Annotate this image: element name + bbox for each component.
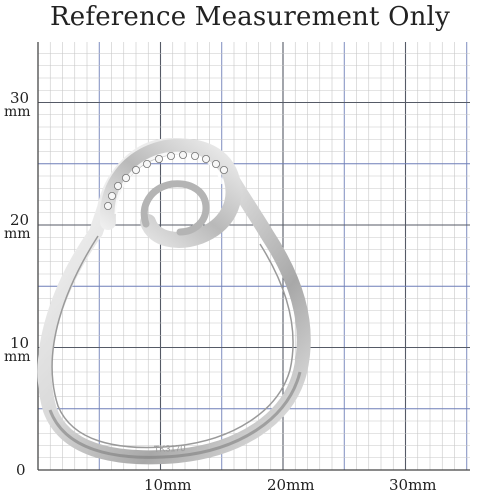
- x-tick-20mm: 20mm: [267, 476, 315, 494]
- gem-stone: [190, 151, 199, 160]
- y-tick-10-unit: mm: [4, 349, 31, 365]
- gem-stone: [122, 173, 131, 182]
- ring-illustration: TK3170: [37, 138, 311, 465]
- y-tick-20-unit: mm: [4, 226, 31, 242]
- ring-swirl-outer: [99, 138, 242, 248]
- gem-stone: [166, 151, 175, 160]
- y-axis-labels: 30 mm 20 mm 10 mm 0: [4, 89, 31, 479]
- gem-stone: [178, 150, 187, 159]
- gem-stone: [219, 165, 228, 174]
- gem-stone: [201, 154, 210, 163]
- y-tick-30-value: 30: [10, 89, 29, 107]
- x-tick-10mm: 10mm: [144, 476, 192, 494]
- x-axis-labels: 10mm 20mm 30mm: [144, 476, 437, 494]
- y-tick-30-unit: mm: [4, 104, 31, 120]
- ring-band-inner-edge: [51, 235, 294, 449]
- gem-channel: [104, 150, 228, 210]
- x-tick-30mm: 30mm: [389, 476, 437, 494]
- page-title: Reference Measurement Only: [50, 2, 450, 32]
- gem-stone: [142, 159, 151, 168]
- gem-stone: [131, 165, 140, 174]
- measurement-grid: [37, 42, 470, 471]
- ring-swirl-inner: [140, 180, 210, 236]
- gem-stone: [104, 201, 113, 210]
- gem-stone: [211, 159, 220, 168]
- gem-stone: [154, 154, 163, 163]
- ring-band-shadow: [48, 371, 302, 459]
- y-tick-20-value: 20: [10, 211, 29, 229]
- gem-stone: [114, 181, 123, 190]
- axes: [37, 42, 470, 471]
- ring-engraving: TK3170: [154, 443, 186, 454]
- y-tick-0-value: 0: [16, 461, 26, 479]
- y-tick-10-value: 10: [10, 334, 29, 352]
- gem-stone: [108, 191, 117, 200]
